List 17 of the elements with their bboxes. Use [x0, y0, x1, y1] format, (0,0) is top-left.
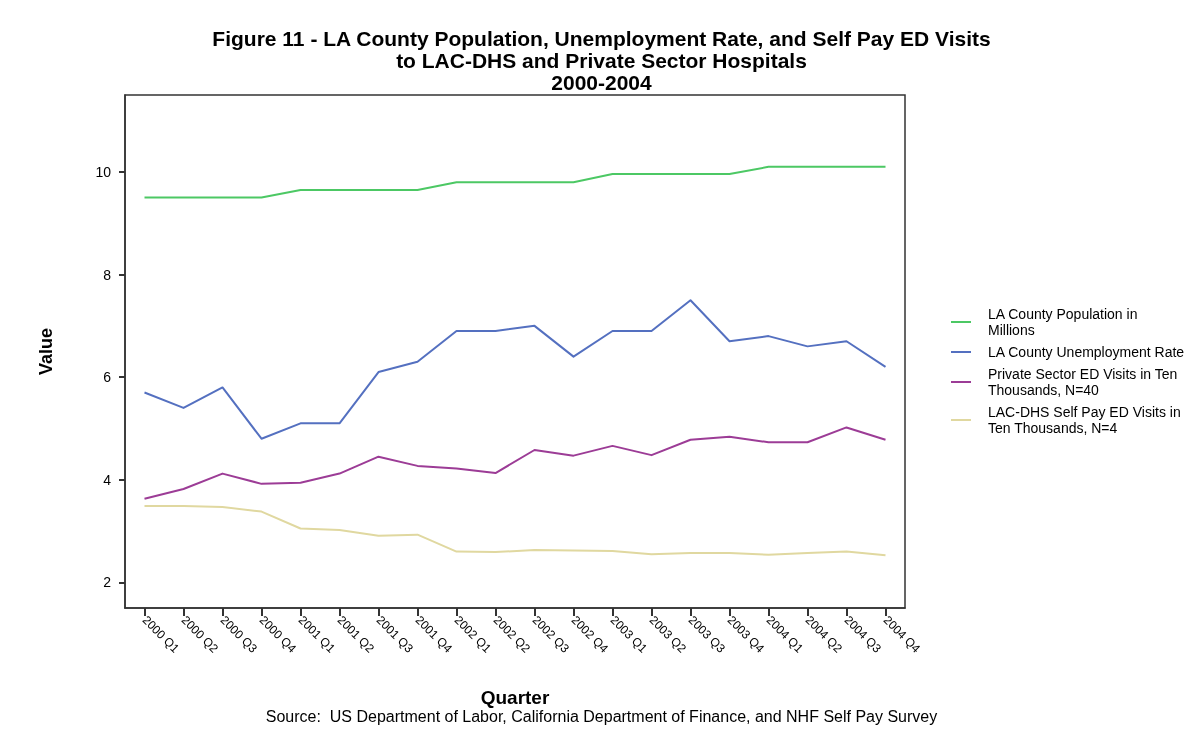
y-tick-label: 6 [103, 369, 112, 386]
line-series [143, 165, 887, 199]
y-tick-label: 4 [103, 471, 112, 488]
legend-label: Private Sector ED Visits in Ten Thousands, N=40 [988, 366, 1182, 398]
chart-title: Figure 11 - LA County Population, Unemployment Rate, and Self Pay ED Visits to LAC-DHS and Private Sector Hospitals 2000-2004 [212, 26, 991, 94]
y-tick-label: 8 [103, 266, 112, 283]
y-tick-label: 2 [103, 574, 112, 591]
x-axis-title: Quarter [480, 687, 550, 708]
y-axis-title: Value [36, 327, 56, 376]
legend-label: LAC-DHS Self Pay ED Visits in Ten Thousands, N=4 [988, 404, 1185, 436]
y-tick-label: 10 [95, 163, 112, 180]
line-series [143, 426, 887, 500]
legend-label: LA County Unemployment Rate [988, 344, 1185, 360]
line-series [143, 299, 887, 440]
legend-label: LA County Population in Millions [988, 306, 1142, 338]
source-note: Source: US Department of Labor, California Department of Finance, and NHF Self Pay Survey [265, 707, 938, 725]
line-series [143, 504, 887, 557]
